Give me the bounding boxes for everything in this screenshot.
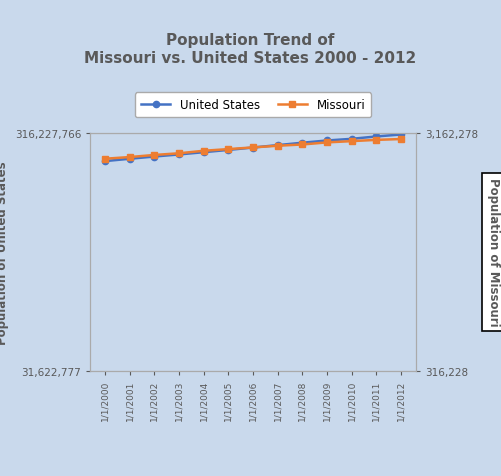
- Missouri: [275, 144, 281, 149]
- Missouri: [324, 140, 330, 146]
- United States: [398, 132, 404, 138]
- United States: [299, 140, 305, 146]
- United States: [349, 137, 355, 142]
- Missouri: [225, 147, 231, 153]
- Missouri: [299, 142, 305, 148]
- United States: [102, 159, 108, 165]
- United States: [151, 154, 157, 160]
- Missouri: [102, 157, 108, 162]
- Line: Missouri: Missouri: [102, 136, 404, 163]
- Missouri: [373, 138, 379, 143]
- Missouri: [201, 149, 207, 154]
- Missouri: [349, 139, 355, 145]
- Missouri: [127, 155, 133, 160]
- Legend: United States, Missouri: United States, Missouri: [135, 93, 371, 118]
- Line: United States: United States: [102, 132, 404, 165]
- United States: [250, 145, 256, 151]
- United States: [176, 152, 182, 158]
- United States: [275, 143, 281, 149]
- Missouri: [176, 151, 182, 157]
- Missouri: [151, 153, 157, 159]
- Missouri: [250, 145, 256, 151]
- United States: [225, 148, 231, 153]
- United States: [201, 150, 207, 156]
- Text: Population of Missouri: Population of Missouri: [487, 178, 500, 327]
- Missouri: [398, 137, 404, 143]
- Y-axis label: Population of United States: Population of United States: [0, 161, 9, 344]
- Text: Population Trend of
Missouri vs. United States 2000 - 2012: Population Trend of Missouri vs. United …: [84, 33, 417, 66]
- United States: [324, 139, 330, 144]
- United States: [127, 157, 133, 162]
- United States: [373, 134, 379, 140]
